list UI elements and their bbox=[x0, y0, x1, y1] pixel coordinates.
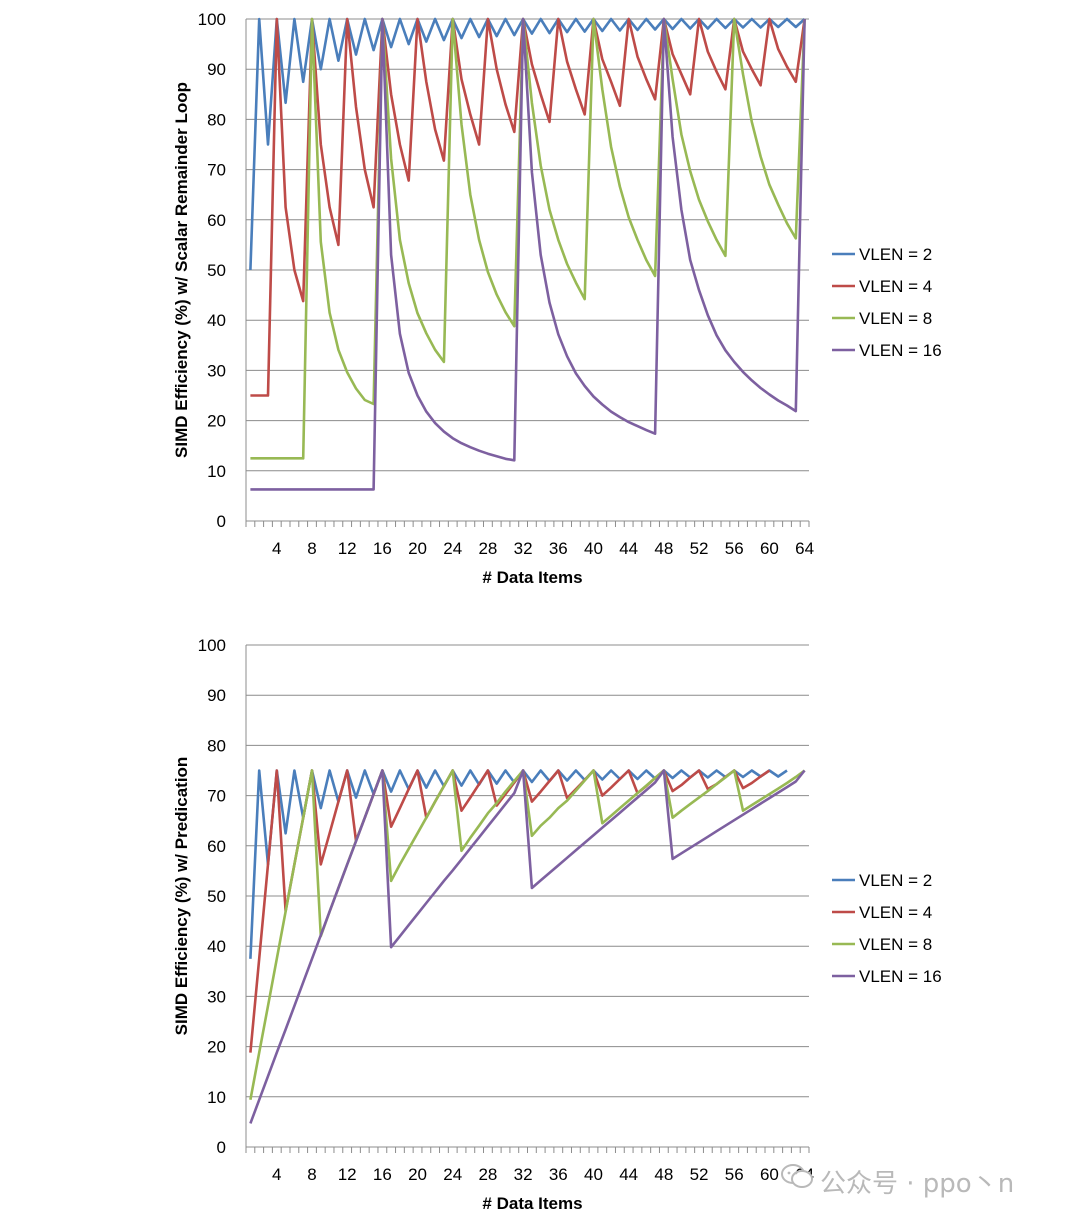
y-tick-label: 80 bbox=[207, 736, 226, 755]
x-tick-label: 24 bbox=[443, 539, 462, 558]
y-tick-label: 90 bbox=[207, 686, 226, 705]
chat-bubble-icon bbox=[780, 1164, 814, 1198]
x-tick-label: 48 bbox=[654, 1165, 673, 1184]
x-tick-label: 56 bbox=[725, 1165, 744, 1184]
x-tick-label: 44 bbox=[619, 1165, 638, 1184]
x-tick-label: 60 bbox=[760, 539, 779, 558]
x-tick-label: 16 bbox=[373, 539, 392, 558]
x-tick-label: 64 bbox=[795, 539, 814, 558]
y-tick-label: 80 bbox=[207, 110, 226, 129]
series-line-vlen-8 bbox=[250, 17, 806, 460]
y-tick-label: 30 bbox=[207, 361, 226, 380]
y-tick-label: 0 bbox=[217, 512, 226, 531]
y-tick-label: 60 bbox=[207, 837, 226, 856]
y-tick-label: 100 bbox=[198, 636, 226, 655]
x-tick-label: 8 bbox=[307, 539, 316, 558]
x-tick-label: 4 bbox=[272, 539, 281, 558]
y-tick-label: 0 bbox=[217, 1138, 226, 1157]
x-tick-label: 48 bbox=[654, 539, 673, 558]
y-tick-label: 50 bbox=[207, 261, 226, 280]
x-tick-label: 20 bbox=[408, 1165, 427, 1184]
y-tick-label: 10 bbox=[207, 1088, 226, 1107]
x-tick-label: 52 bbox=[690, 1165, 709, 1184]
legend-label: VLEN = 4 bbox=[859, 903, 932, 922]
y-tick-label: 20 bbox=[207, 412, 226, 431]
x-tick-label: 44 bbox=[619, 539, 638, 558]
x-tick-label: 36 bbox=[549, 1165, 568, 1184]
x-axis-title: # Data Items bbox=[482, 1194, 582, 1213]
legend-label: VLEN = 8 bbox=[859, 935, 932, 954]
legend-label: VLEN = 16 bbox=[859, 967, 942, 986]
x-axis-title: # Data Items bbox=[482, 568, 582, 587]
y-tick-label: 70 bbox=[207, 787, 226, 806]
x-tick-label: 52 bbox=[690, 539, 709, 558]
y-axis-title: SIMD Efficiency (%) w/ Scalar Remainder … bbox=[172, 82, 191, 458]
x-tick-label: 20 bbox=[408, 539, 427, 558]
y-axis-title: SIMD Efficiency (%) w/ Predication bbox=[172, 757, 191, 1036]
legend-label: VLEN = 2 bbox=[859, 245, 932, 264]
y-tick-label: 50 bbox=[207, 887, 226, 906]
watermark: 公众号 · ppo丶n bbox=[780, 1163, 1014, 1200]
y-tick-label: 40 bbox=[207, 937, 226, 956]
x-tick-label: 16 bbox=[373, 1165, 392, 1184]
x-tick-label: 40 bbox=[584, 1165, 603, 1184]
series-line-vlen-16 bbox=[249, 769, 806, 1124]
x-tick-label: 36 bbox=[549, 539, 568, 558]
y-tick-label: 30 bbox=[207, 987, 226, 1006]
legend-label: VLEN = 8 bbox=[859, 309, 932, 328]
y-tick-label: 90 bbox=[207, 60, 226, 79]
x-tick-label: 8 bbox=[307, 1165, 316, 1184]
series-line-vlen-2 bbox=[249, 17, 806, 271]
series-line-vlen-16 bbox=[250, 17, 806, 491]
series-line-vlen-4 bbox=[250, 17, 806, 397]
y-tick-label: 100 bbox=[198, 10, 226, 29]
x-tick-label: 12 bbox=[338, 1165, 357, 1184]
x-tick-label: 24 bbox=[443, 1165, 462, 1184]
legend-label: VLEN = 4 bbox=[859, 277, 932, 296]
y-tick-label: 60 bbox=[207, 211, 226, 230]
y-tick-label: 40 bbox=[207, 311, 226, 330]
x-tick-label: 60 bbox=[760, 1165, 779, 1184]
x-tick-label: 28 bbox=[478, 539, 497, 558]
y-tick-label: 10 bbox=[207, 462, 226, 481]
x-tick-label: 56 bbox=[725, 539, 744, 558]
x-tick-label: 32 bbox=[514, 539, 533, 558]
legend-label: VLEN = 16 bbox=[859, 341, 942, 360]
x-tick-label: 40 bbox=[584, 539, 603, 558]
x-tick-label: 32 bbox=[514, 1165, 533, 1184]
series-line-vlen-2 bbox=[249, 769, 788, 959]
y-tick-label: 20 bbox=[207, 1038, 226, 1057]
y-tick-label: 70 bbox=[207, 161, 226, 180]
x-tick-label: 28 bbox=[478, 1165, 497, 1184]
x-tick-label: 12 bbox=[338, 539, 357, 558]
x-tick-label: 4 bbox=[272, 1165, 281, 1184]
watermark-text: 公众号 · ppo丶n bbox=[820, 1169, 1015, 1199]
legend-label: VLEN = 2 bbox=[859, 871, 932, 890]
